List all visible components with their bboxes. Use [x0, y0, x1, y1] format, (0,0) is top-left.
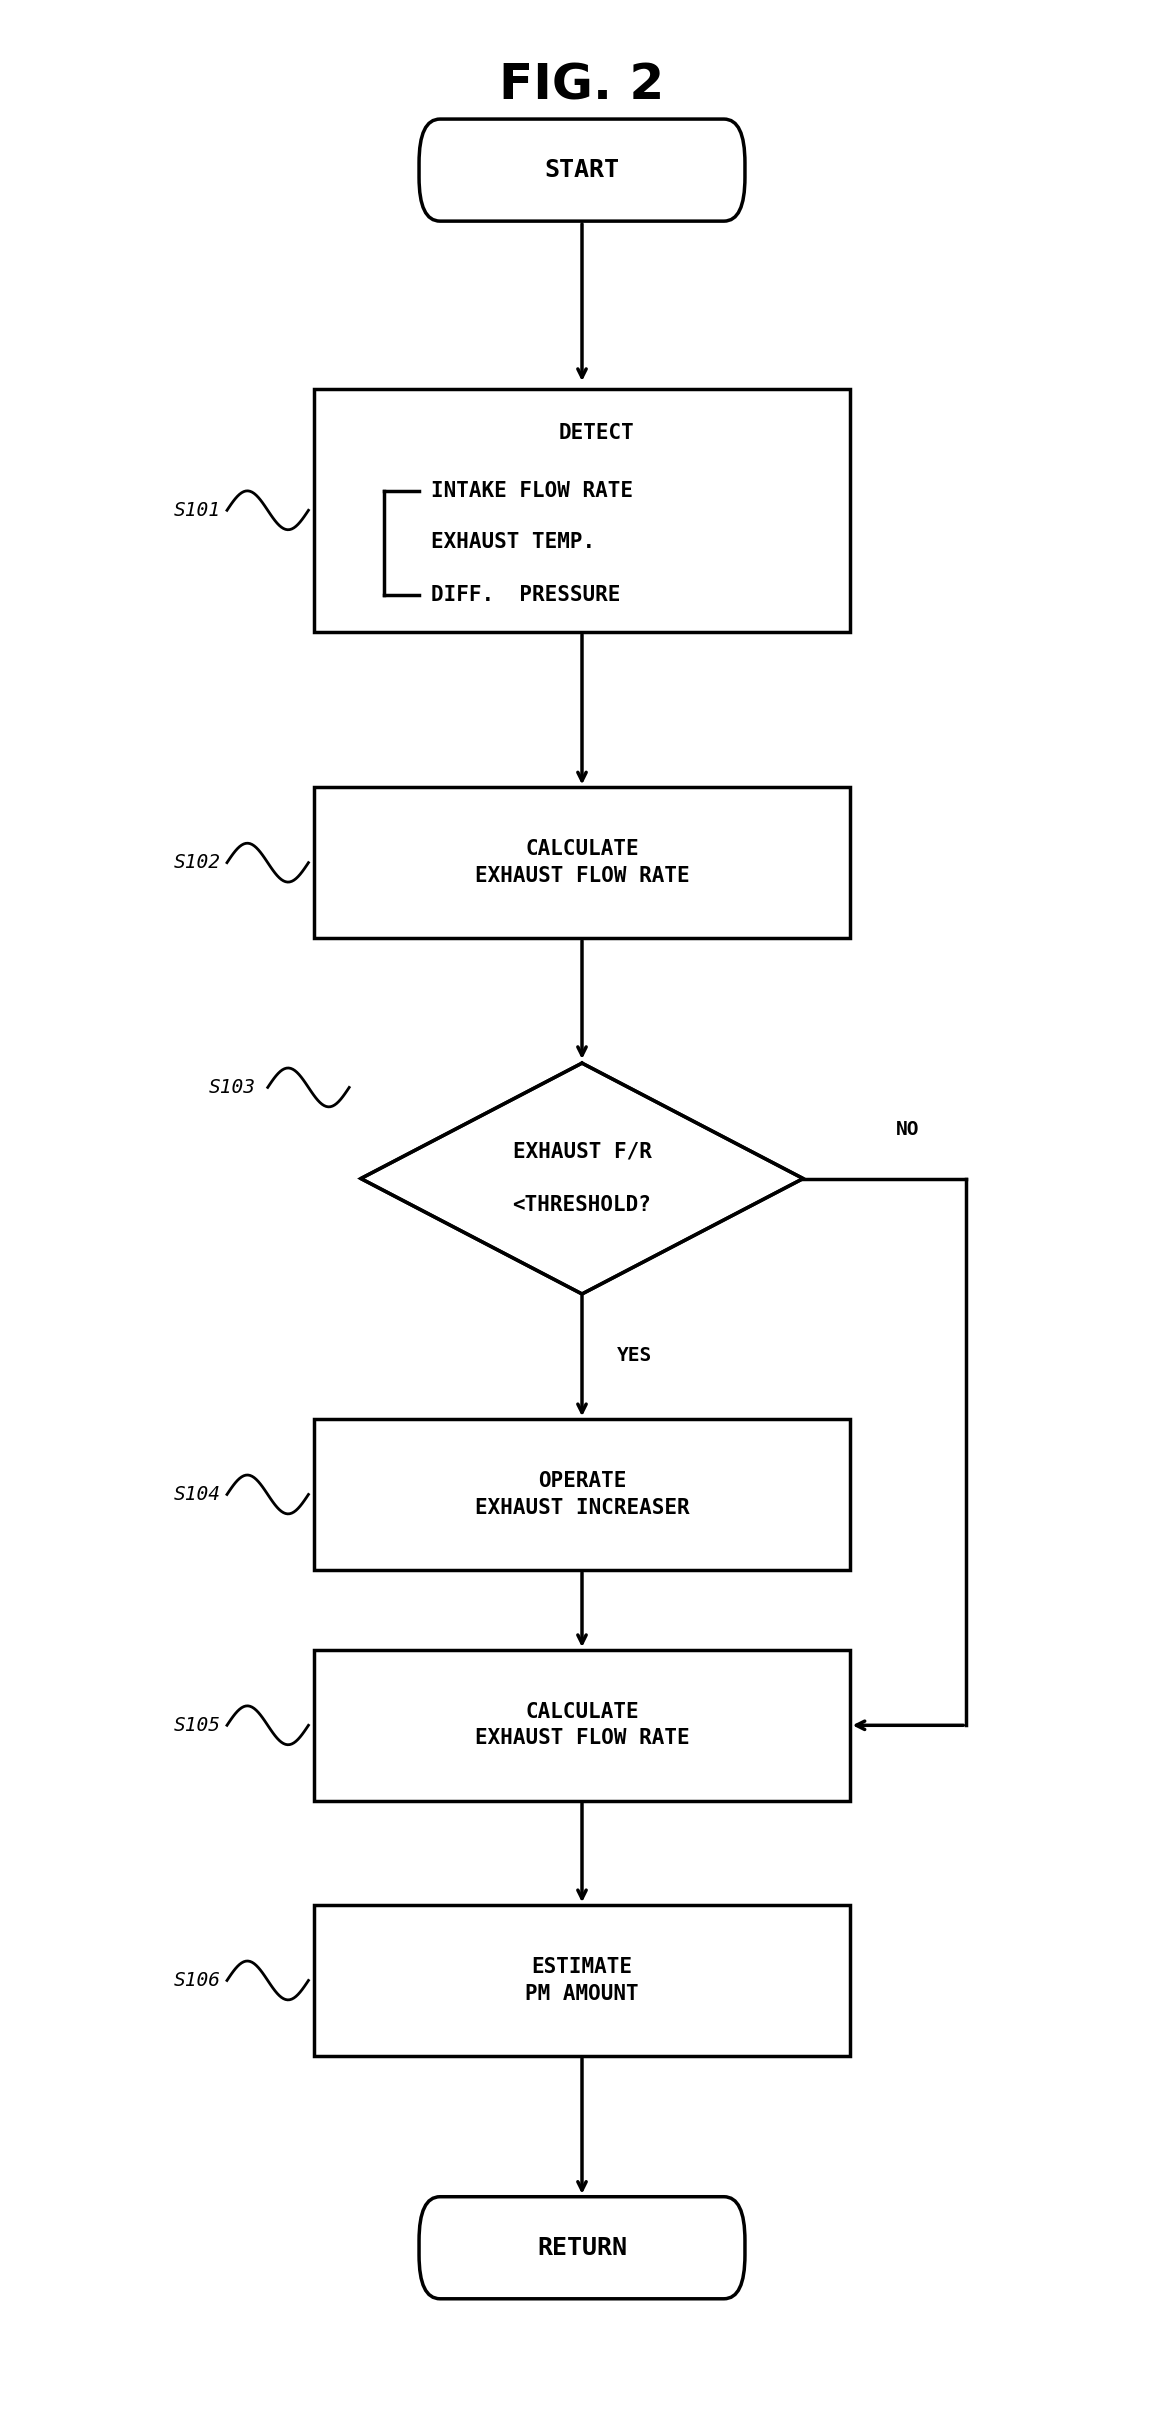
Text: RETURN: RETURN [537, 2236, 627, 2260]
Text: DETECT: DETECT [559, 423, 634, 442]
Text: S104: S104 [175, 1485, 221, 1504]
Bar [314, 389, 850, 632]
Text: INTAKE FLOW RATE: INTAKE FLOW RATE [431, 481, 633, 501]
Text: S103: S103 [210, 1079, 256, 1096]
Text: OPERATE
EXHAUST INCREASER: OPERATE EXHAUST INCREASER [475, 1470, 689, 1519]
Text: ESTIMATE
PM AMOUNT: ESTIMATE PM AMOUNT [525, 1956, 639, 2005]
Text: S106: S106 [175, 1971, 221, 1990]
Text: S101: S101 [175, 501, 221, 520]
Bar [314, 1650, 850, 1801]
Bar [314, 1905, 850, 2056]
Polygon shape [361, 1064, 803, 1293]
Text: EXHAUST F/R: EXHAUST F/R [512, 1142, 652, 1162]
Text: EXHAUST TEMP.: EXHAUST TEMP. [431, 532, 595, 552]
Text: NO: NO [896, 1120, 920, 1140]
Text: CALCULATE
EXHAUST FLOW RATE: CALCULATE EXHAUST FLOW RATE [475, 838, 689, 887]
Text: DIFF.  PRESSURE: DIFF. PRESSURE [431, 586, 620, 605]
Text: START: START [545, 158, 619, 182]
Text: S102: S102 [175, 853, 221, 872]
Bar [314, 1419, 850, 1570]
Text: <THRESHOLD?: <THRESHOLD? [512, 1196, 652, 1215]
Text: YES: YES [617, 1346, 652, 1366]
Text: FIG. 2: FIG. 2 [499, 61, 665, 109]
Text: CALCULATE
EXHAUST FLOW RATE: CALCULATE EXHAUST FLOW RATE [475, 1701, 689, 1750]
Bar [314, 787, 850, 938]
FancyBboxPatch shape [419, 2197, 745, 2299]
Text: S105: S105 [175, 1716, 221, 1735]
FancyBboxPatch shape [419, 119, 745, 221]
